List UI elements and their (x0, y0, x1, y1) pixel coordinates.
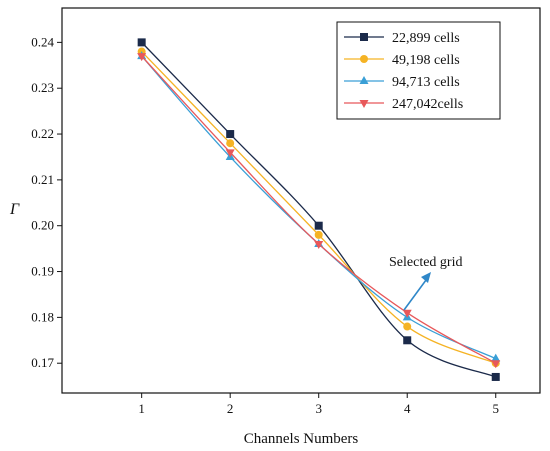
data-point (491, 372, 500, 381)
annotation-arrowhead (421, 272, 431, 283)
series-layer (137, 38, 501, 381)
data-point (314, 241, 324, 250)
y-tick-label: 0.17 (31, 355, 54, 370)
data-point (491, 353, 501, 362)
data-point (314, 230, 323, 239)
legend-label: 247,042cells (392, 97, 463, 112)
legend-marker (359, 100, 369, 108)
x-tick-label: 3 (315, 401, 322, 416)
legend-label: 22,899 cells (392, 31, 460, 46)
y-tick-label: 0.20 (31, 218, 54, 233)
plot-frame (61, 7, 541, 394)
y-tick-label: 0.24 (31, 34, 54, 49)
x-axis: 1 2 3 4 5 (138, 393, 499, 416)
data-point (137, 38, 146, 47)
legend-item: 49,198 cells (344, 53, 460, 68)
data-point (226, 139, 235, 148)
annotation-label: Selected grid (389, 255, 462, 270)
y-tick-label: 0.19 (31, 264, 54, 279)
y-axis: 0.17 0.18 0.19 0.20 0.21 0.22 0.23 0.24 (31, 34, 62, 370)
legend-marker (360, 55, 368, 63)
data-point (314, 221, 323, 230)
data-point (402, 309, 412, 318)
data-point (226, 130, 235, 139)
x-tick-label: 5 (492, 401, 499, 416)
legend-item: 94,713 cells (344, 75, 460, 90)
legend-marker (359, 76, 369, 84)
y-tick-label: 0.23 (31, 80, 54, 95)
y-axis-title: Γ (9, 201, 20, 218)
legend-label: 49,198 cells (392, 53, 460, 68)
data-point (137, 53, 147, 62)
legend-item: 247,042cells (344, 97, 463, 112)
annotation-arrow (403, 275, 430, 311)
annotation: Selected grid (389, 255, 462, 311)
series-4 (137, 53, 501, 369)
series-1 (137, 38, 500, 381)
legend-label: 94,713 cells (392, 75, 460, 90)
y-tick-label: 0.22 (31, 126, 54, 141)
y-tick-label: 0.21 (31, 172, 54, 187)
x-tick-label: 2 (227, 401, 234, 416)
legend-marker (360, 33, 368, 41)
x-tick-label: 1 (138, 401, 145, 416)
data-point (403, 322, 412, 331)
y-tick-label: 0.18 (31, 309, 54, 324)
legend: 22,899 cells 49,198 cells 94,713 cells 247,… (336, 21, 501, 120)
x-tick-label: 4 (404, 401, 411, 416)
data-point (403, 336, 412, 345)
x-axis-title: Channels Numbers (244, 431, 359, 447)
data-point (491, 360, 501, 369)
data-point (225, 149, 235, 158)
legend-item: 22,899 cells (344, 31, 460, 46)
